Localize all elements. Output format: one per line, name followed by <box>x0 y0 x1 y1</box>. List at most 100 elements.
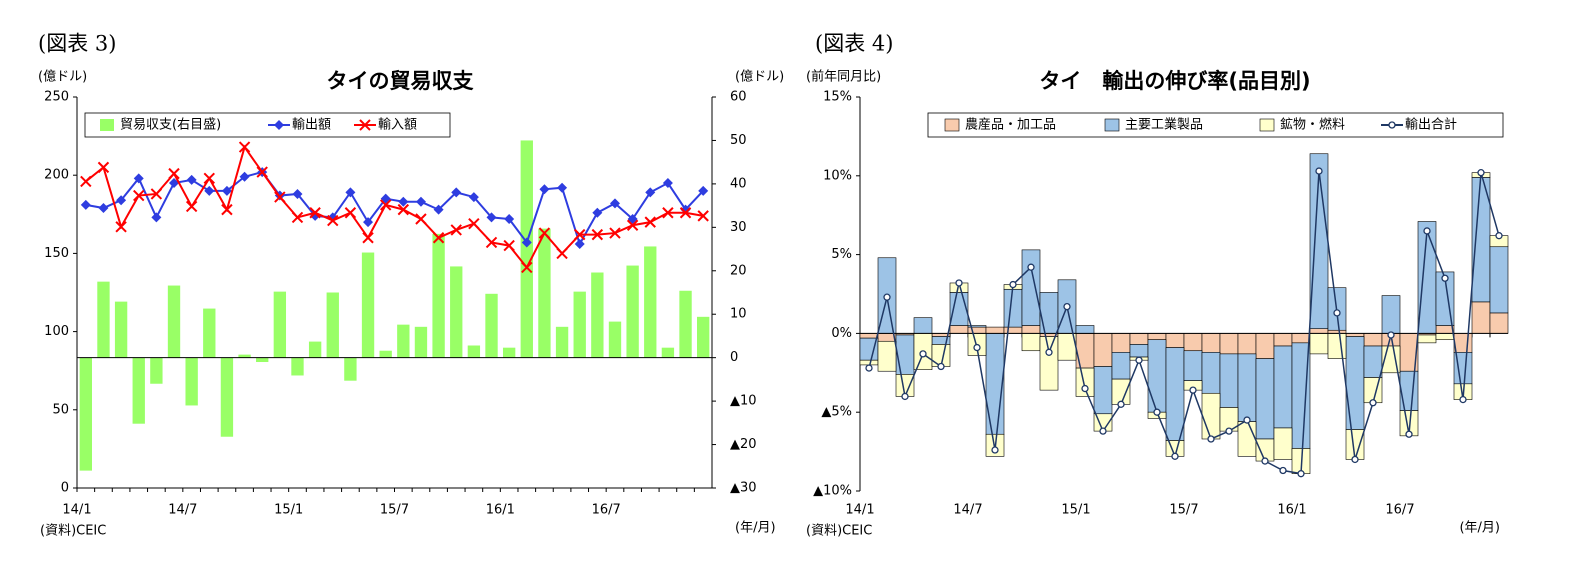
bar <box>1201 392 1221 440</box>
marker <box>186 174 197 185</box>
marker <box>239 171 250 182</box>
marker <box>80 175 92 188</box>
source: (資料)CEIC <box>40 524 106 539</box>
marker <box>574 228 586 241</box>
marker <box>433 204 444 215</box>
marker <box>415 213 427 225</box>
marker <box>1027 263 1035 271</box>
bar <box>1381 295 1401 334</box>
marker <box>345 187 356 198</box>
bar <box>1417 334 1437 344</box>
legend-marker <box>1388 121 1396 129</box>
bar <box>238 354 251 358</box>
marker <box>1477 168 1485 177</box>
legend-label: 貿易収支(右目盛) <box>120 118 221 133</box>
bar <box>1003 326 1023 334</box>
marker <box>133 173 144 184</box>
marker <box>626 219 639 231</box>
bar <box>1129 333 1149 345</box>
bar <box>949 325 969 334</box>
bar <box>1165 333 1185 348</box>
marker <box>486 212 497 223</box>
bar <box>1147 339 1167 413</box>
bar <box>985 333 1005 435</box>
y-tick-label: 5% <box>831 247 852 262</box>
x-tick-label: 16/1 <box>1277 503 1306 518</box>
y-tick-label: ▲10% <box>813 484 852 499</box>
bar <box>97 281 110 358</box>
bar <box>1075 325 1095 334</box>
bar <box>1021 249 1041 326</box>
marker <box>1279 466 1287 475</box>
bar <box>1435 333 1455 341</box>
bar <box>1255 333 1275 359</box>
marker <box>591 228 604 241</box>
marker <box>80 199 91 210</box>
marker <box>116 195 127 206</box>
bar <box>414 326 428 358</box>
x-tick-label: 15/1 <box>1061 503 1090 518</box>
marker <box>1171 452 1179 460</box>
bar <box>1039 292 1059 334</box>
marker <box>379 199 392 211</box>
source: (資料)CEIC <box>806 524 872 539</box>
bar <box>877 340 897 372</box>
marker <box>539 184 550 195</box>
marker <box>937 362 945 371</box>
bar <box>114 301 128 358</box>
marker <box>697 210 709 222</box>
bar <box>1255 358 1275 440</box>
marker <box>919 350 927 358</box>
x-tick-label: 16/7 <box>592 503 621 518</box>
marker <box>521 237 532 248</box>
marker <box>1351 455 1359 464</box>
bar <box>644 246 657 358</box>
x-tick-label: 15/7 <box>1169 503 1198 518</box>
marker <box>150 188 163 200</box>
marker <box>991 446 999 454</box>
bar <box>273 291 287 358</box>
bar <box>132 357 145 424</box>
bar <box>1201 333 1221 353</box>
y-tick-label: 100 <box>44 324 69 339</box>
bar <box>1165 347 1185 441</box>
y-axis-label: (前年同月比) <box>806 69 881 85</box>
legend-label: 鉱物・燃料 <box>1280 117 1345 133</box>
chart-title: タイの貿易収支 <box>327 69 475 93</box>
legend-marker <box>274 120 284 130</box>
bar <box>591 272 604 358</box>
marker <box>1459 395 1467 404</box>
bar <box>326 292 339 358</box>
bar <box>379 350 392 358</box>
bar <box>608 321 622 358</box>
bar <box>697 316 710 358</box>
marker <box>309 207 321 219</box>
marker <box>221 203 233 216</box>
marker <box>574 239 585 250</box>
legend-box <box>927 112 1504 138</box>
marker <box>397 203 410 216</box>
bar <box>150 357 163 384</box>
marker <box>415 196 426 207</box>
line <box>868 170 1500 475</box>
bar <box>1075 367 1095 397</box>
bar <box>1183 333 1203 352</box>
bar <box>203 308 216 358</box>
y2-tick-label: 50 <box>730 133 747 148</box>
x-tick-label: 14/7 <box>953 503 982 518</box>
marker <box>1297 470 1305 478</box>
x-axis-label: (年/月) <box>1459 521 1500 536</box>
legend-label: 輸出合計 <box>1405 117 1457 133</box>
y2-tick-label: 60 <box>730 90 747 105</box>
bar <box>1273 427 1293 460</box>
y-tick-label: 0% <box>831 326 852 341</box>
marker <box>292 188 303 199</box>
marker <box>1495 232 1503 240</box>
bar <box>1435 325 1455 334</box>
bar <box>1111 333 1131 353</box>
marker <box>432 232 445 244</box>
marker <box>169 178 180 189</box>
marker <box>521 261 533 274</box>
marker <box>362 232 374 244</box>
bar <box>1291 333 1311 344</box>
